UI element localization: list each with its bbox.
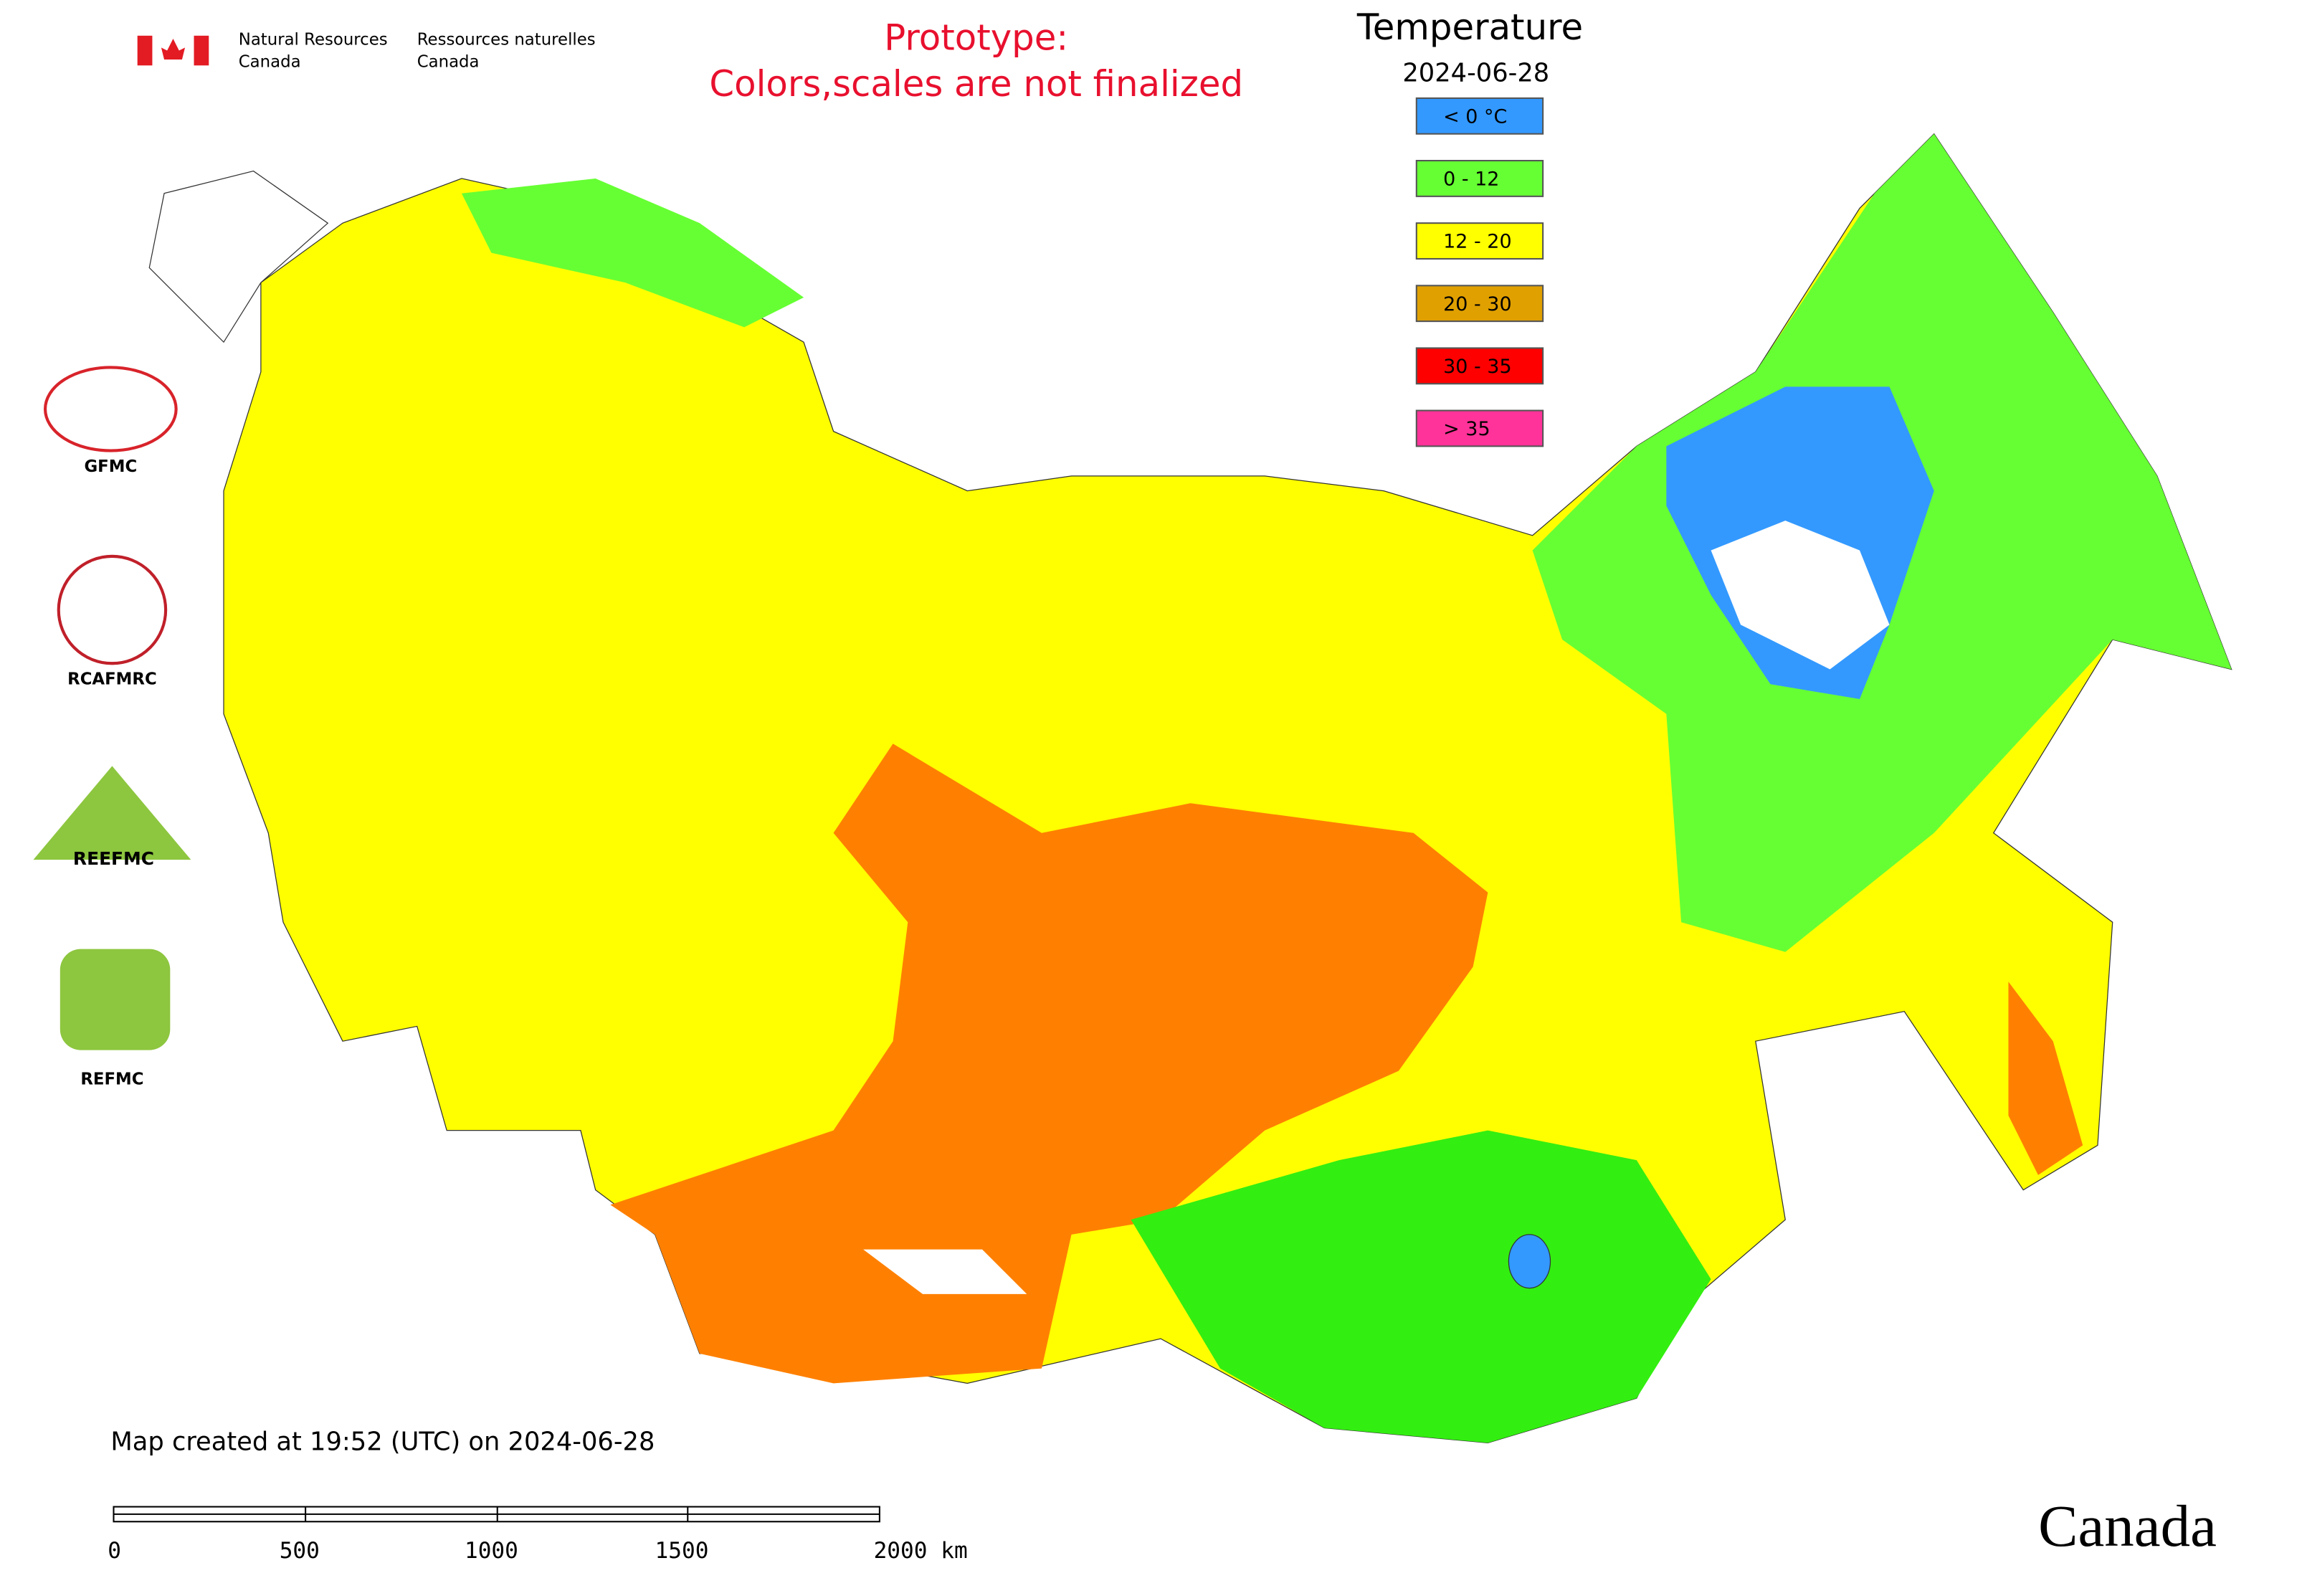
legend-label: > 35 [1443, 418, 1490, 440]
legend-title: Temperature [1356, 6, 1583, 48]
notice: Prototype: [884, 17, 1068, 59]
legend-label: 20 - 30 [1443, 293, 1511, 315]
canada-wordmark: Canada [2038, 1493, 2217, 1559]
legend-swatch [1415, 222, 1544, 260]
legend-date: 2024-06-28 [1402, 59, 1549, 88]
region-20-30 [610, 744, 1488, 1384]
created-note: Map created at 19:52 (UTC) on 2024-06-28 [110, 1427, 655, 1456]
gov-en: Natural Resources [239, 31, 388, 49]
legend-label: 12 - 20 [1443, 231, 1511, 253]
legend-swatch [1415, 285, 1544, 323]
logo-label: RCAFMRC [67, 670, 157, 689]
region-0-12 [461, 178, 804, 328]
legend-label: 0 - 12 [1443, 168, 1499, 191]
gov-fr: Canada [417, 53, 480, 72]
legend-swatch [1415, 160, 1544, 197]
no-data [863, 1249, 1027, 1294]
gov-fr: Ressources naturelles [417, 31, 596, 49]
scale-label: 1500 [655, 1538, 709, 1564]
logo-label: REFMC [80, 1070, 143, 1089]
logos: GFMC RCAFMRC REEFMC REFMC [33, 366, 191, 1089]
logo-label: GFMC [84, 457, 137, 476]
legend-label: < 0 °C [1443, 105, 1507, 128]
legend-swatch [1415, 409, 1544, 447]
scale-label: 1000 [465, 1538, 518, 1564]
legend-label: 30 - 35 [1443, 356, 1511, 378]
scale-bar [113, 1506, 880, 1523]
legend-swatch [1415, 97, 1544, 135]
legend-swatch [1415, 347, 1544, 385]
region-below-0 [1508, 1234, 1551, 1289]
legend: < 0 °C 0 - 12 12 - 20 20 - 30 30 - 35 > 35 [1415, 97, 1544, 447]
scale-labels: 0 500 1000 1500 2000 km [108, 1538, 968, 1564]
no-data [1711, 521, 1890, 670]
gov-signature: Natural Resources Canada Ressources natu… [137, 31, 596, 72]
region-20-30 [2008, 982, 2083, 1175]
temperature-map [148, 133, 2232, 1443]
scale-label: 2000 km [874, 1538, 968, 1564]
notice: Colors,scales are not finalized [709, 63, 1243, 105]
logo-label: REEFMC [73, 848, 154, 869]
gov-en: Canada [239, 53, 301, 72]
scale-label: 0 [108, 1538, 121, 1564]
fennoscandia [148, 170, 329, 343]
region-0-12 [1131, 1130, 1711, 1443]
scale-label: 500 [280, 1538, 320, 1564]
